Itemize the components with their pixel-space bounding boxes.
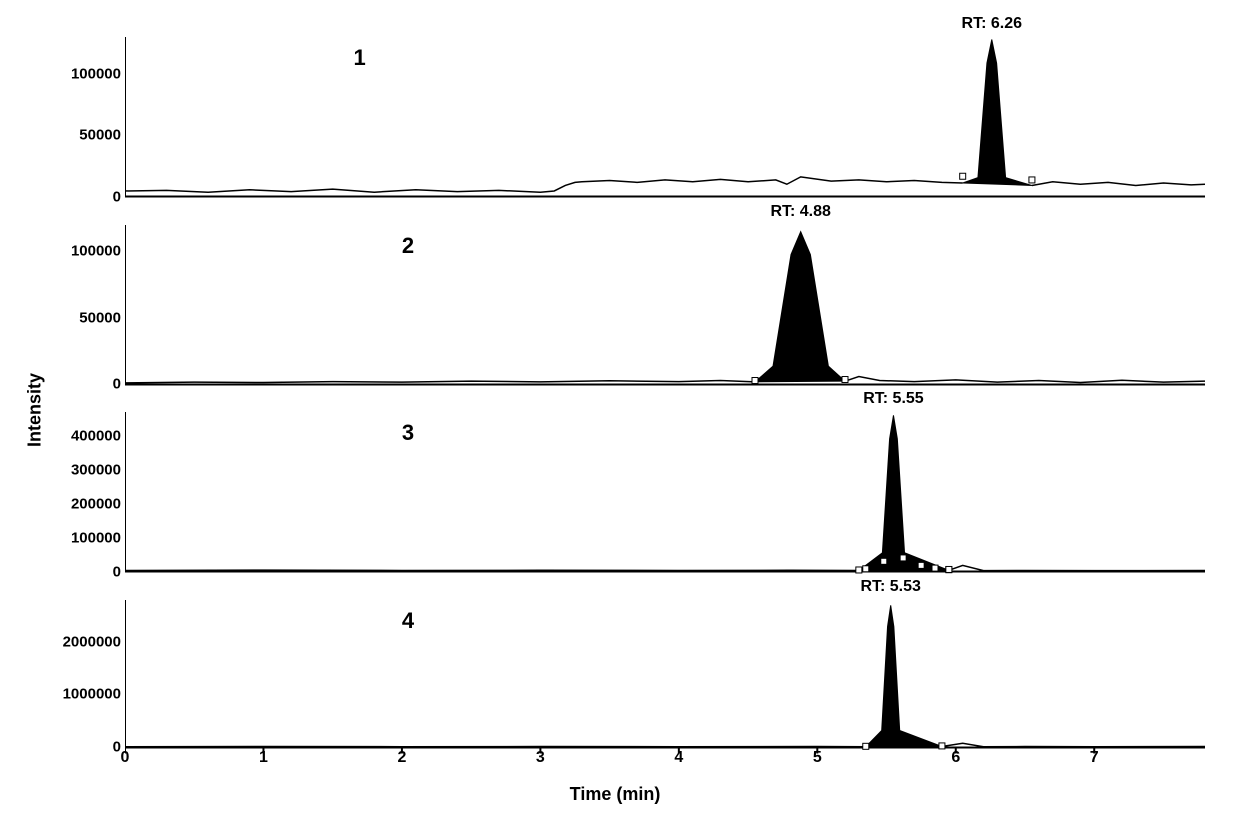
y-axis-label: Intensity (24, 373, 45, 447)
panel-stack: 0500001000001RT: 6.260500001000002RT: 4.… (125, 15, 1205, 765)
x-tick-label: 3 (536, 747, 545, 767)
x-tick-label: 4 (674, 747, 683, 767)
x-tick-label: 7 (1090, 747, 1099, 767)
y-tick-label: 100000 (71, 65, 125, 82)
y-tick-label: 100000 (71, 243, 125, 260)
x-tick-label: 0 (121, 747, 130, 767)
panel-svg (125, 15, 1205, 203)
y-tick-label: 2000000 (63, 633, 125, 650)
x-axis-label: Time (min) (570, 784, 661, 805)
y-tick-label: 300000 (71, 461, 125, 478)
y-tick-label: 1000000 (63, 686, 125, 703)
chromatogram-panel: 01000002000003000004000003RT: 5.55 (125, 390, 1205, 578)
x-tick-label: 5 (813, 747, 822, 767)
chromatogram-panel: 010000002000000012345674RT: 5.53 (125, 578, 1205, 766)
y-tick-label: 0 (113, 376, 125, 393)
chromatogram-panel: 0500001000002RT: 4.88 (125, 203, 1205, 391)
panel-svg (125, 203, 1205, 391)
panel-number: 3 (402, 420, 414, 446)
chromatogram-figure: Intensity Time (min) 0 50000 100000 1 RT: 6.… (15, 15, 1215, 805)
panel-number: 1 (353, 45, 365, 71)
y-tick-label: 100000 (71, 529, 125, 546)
y-tick-label: 50000 (79, 309, 125, 326)
y-tick-label: 50000 (79, 127, 125, 144)
panel-svg (125, 578, 1205, 766)
y-tick-label: 400000 (71, 427, 125, 444)
y-tick-label: 0 (113, 563, 125, 580)
retention-time-label: RT: 5.53 (860, 578, 920, 596)
x-tick-label: 1 (259, 747, 268, 767)
retention-time-label: RT: 6.26 (962, 15, 1022, 33)
retention-time-label: RT: 5.55 (863, 390, 923, 408)
x-tick-label: 2 (397, 747, 406, 767)
panel-number: 4 (402, 608, 414, 634)
chromatogram-panel: 0500001000001RT: 6.26 (125, 15, 1205, 203)
x-tick-label: 6 (951, 747, 960, 767)
panel-svg (125, 390, 1205, 578)
panel-number: 2 (402, 233, 414, 259)
y-tick-label: 0 (113, 188, 125, 205)
retention-time-label: RT: 4.88 (770, 203, 830, 221)
y-tick-label: 200000 (71, 495, 125, 512)
